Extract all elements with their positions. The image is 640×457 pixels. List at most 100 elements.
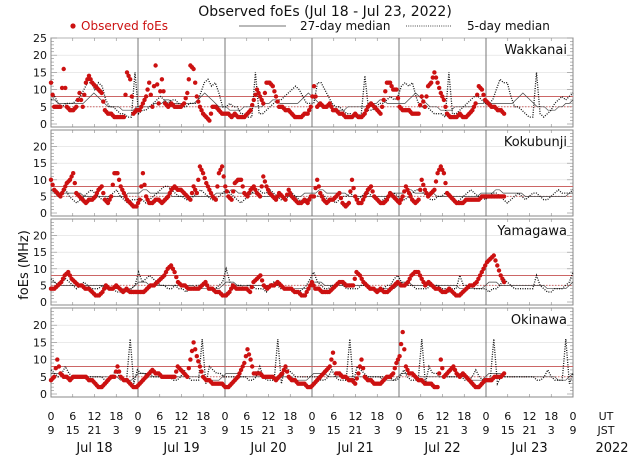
observed-point (71, 171, 76, 176)
observed-point (364, 190, 369, 196)
observed-point (394, 360, 399, 366)
y-tick-label: 25 (33, 32, 47, 45)
observed-point (262, 90, 268, 96)
station-label: Wakkanai (504, 43, 567, 58)
x-tick-label-ut: 12 (523, 410, 537, 423)
observed-point (197, 364, 203, 369)
observed-point (498, 273, 503, 278)
observed-point (438, 164, 443, 169)
x-tick-label-ut: 18 (283, 410, 297, 423)
observed-point (238, 177, 244, 182)
observed-point (158, 89, 163, 94)
observed-point (197, 104, 203, 110)
observed-point (113, 369, 119, 374)
observed-point (218, 167, 223, 172)
observed-point (424, 94, 429, 99)
observed-point (407, 276, 412, 281)
observed-point (476, 276, 481, 281)
observed-point (256, 90, 261, 96)
x-tick-label-jst: 21 (349, 424, 363, 437)
x-tick-label-ut: 18 (109, 410, 123, 423)
observed-point (227, 289, 232, 295)
x-tick-label-ut: 12 (175, 410, 189, 423)
panel-kokubunji: 0 5 10 15 20 Kokubunji (33, 129, 574, 220)
observed-point (191, 184, 196, 189)
observed-point (200, 171, 206, 176)
y-tick-label: 20 (33, 230, 47, 243)
observed-point (493, 258, 498, 263)
observed-point (316, 184, 321, 189)
year-label: 2022 (595, 441, 628, 456)
observed-point (247, 289, 253, 295)
observed-point (315, 177, 320, 182)
x-tick-label-jst: 3 (287, 424, 294, 437)
x-tick-label-jst: 3 (113, 424, 120, 437)
observed-point (55, 357, 60, 362)
observed-point (189, 190, 195, 196)
y-tick-label: 10 (33, 174, 47, 187)
x-tick-label-jst: 9 (309, 424, 316, 437)
observed-point (246, 190, 252, 196)
x-tick-label-jst: 9 (483, 424, 490, 437)
observed-point (257, 94, 263, 99)
observed-point (354, 197, 359, 202)
observed-point (207, 118, 212, 123)
observed-point (58, 194, 63, 199)
x-tick-label-ut: 6 (156, 410, 163, 423)
observed-point (362, 194, 367, 199)
observed-point (441, 97, 447, 103)
date-label: Jul 23 (510, 441, 547, 456)
median27-line (51, 373, 574, 381)
observed-point (100, 289, 105, 295)
observed-point (118, 184, 123, 189)
observed-point (63, 184, 68, 189)
observed-point (477, 273, 483, 278)
observed-point (159, 77, 165, 82)
observed-point (357, 273, 363, 278)
observed-point (75, 97, 81, 103)
observed-point (261, 101, 266, 106)
observed-point (451, 364, 456, 369)
y-tick-label: 15 (33, 246, 47, 259)
observed-point (48, 80, 54, 85)
observed-point (235, 374, 241, 379)
observed-point (319, 194, 325, 199)
observed-point (360, 197, 366, 202)
panels: 0 5 10 15 20 25 Wakkanai 0 5 10 15 20 Kokubunji 0 5 10 1… (33, 32, 574, 401)
observed-point (238, 367, 244, 373)
observed-point (400, 194, 405, 199)
observed-point (496, 268, 502, 273)
observed-point (101, 190, 106, 196)
observed-point (143, 194, 149, 199)
observed-point (350, 283, 356, 288)
observed-point (59, 85, 65, 91)
observed-point (481, 92, 486, 98)
observed-point (134, 204, 139, 209)
observed-point (307, 197, 312, 202)
x-tick-label-jst: 15 (501, 424, 515, 437)
observed-point (452, 367, 458, 373)
observed-point (203, 279, 208, 285)
x-tick-label-jst: 21 (88, 424, 102, 437)
observed-point (147, 80, 152, 85)
observed-point (501, 194, 507, 199)
jst-label: JST (597, 424, 615, 437)
observed-point (391, 371, 396, 376)
observed-point (93, 194, 98, 199)
observed-point (156, 101, 161, 106)
observed-point (126, 73, 131, 79)
observed-point (112, 374, 117, 379)
observed-point (419, 94, 424, 99)
observed-point (242, 360, 247, 366)
observed-point (310, 94, 315, 99)
x-tick-label-jst: 9 (135, 424, 142, 437)
observed-point (402, 347, 407, 352)
observed-point (196, 99, 201, 104)
observed-point (183, 96, 188, 101)
observed-point (151, 84, 157, 89)
observed-point (286, 187, 291, 192)
x-tick-label-ut: 6 (504, 410, 511, 423)
observed-point (273, 94, 279, 99)
observed-point (83, 80, 89, 85)
observed-point (435, 80, 440, 85)
